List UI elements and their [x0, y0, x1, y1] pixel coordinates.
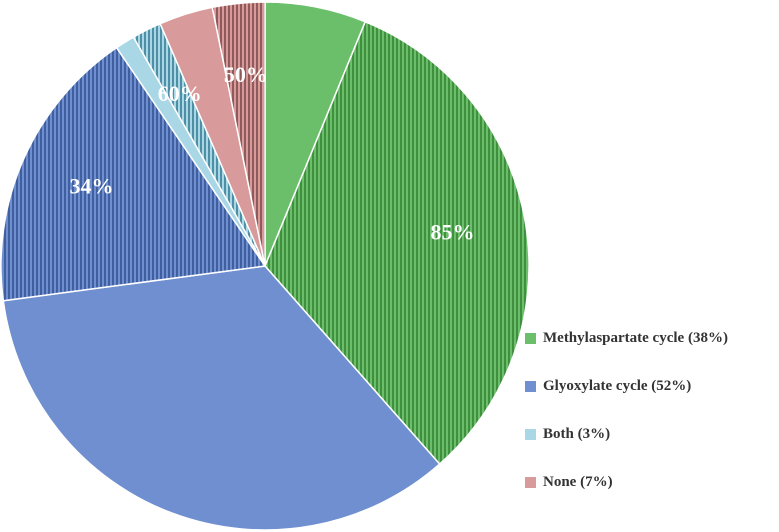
- pie-slice-label-3: 34%: [70, 173, 114, 198]
- legend-item-glyoxylate: Glyoxylate cycle (52%): [525, 374, 728, 398]
- legend-item-none: None (7%): [525, 470, 728, 494]
- legend-item-methylaspartate: Methylaspartate cycle (38%): [525, 326, 728, 350]
- legend-swatch-both: [525, 428, 536, 440]
- pie-slice-label-7: 50%: [224, 62, 268, 87]
- legend-swatch-none: [525, 476, 536, 488]
- legend-item-both: Both (3%): [525, 422, 728, 446]
- legend-swatch-glyoxylate: [525, 380, 536, 392]
- legend-label-none: None (7%): [543, 473, 613, 490]
- legend-swatch-methylaspartate: [525, 332, 536, 344]
- legend-label-glyoxylate: Glyoxylate cycle (52%): [543, 377, 692, 394]
- pie-slice-labels: 85% 34% 60% 50%: [70, 62, 475, 245]
- pie-slice-1: [264, 20, 530, 466]
- legend-label-methylaspartate: Methylaspartate cycle (38%): [543, 329, 728, 346]
- chart-legend: Methylaspartate cycle (38%) Glyoxylate c…: [525, 326, 728, 518]
- pie-slice-label-1: 85%: [431, 220, 475, 245]
- pie-slice-3: [0, 46, 267, 302]
- pie-slice-2: [2, 265, 441, 531]
- pie-slice-label-5: 60%: [158, 81, 202, 106]
- legend-label-both: Both (3%): [543, 425, 611, 442]
- pie-slice-7: [211, 1, 266, 267]
- pie-slices: [0, 1, 530, 531]
